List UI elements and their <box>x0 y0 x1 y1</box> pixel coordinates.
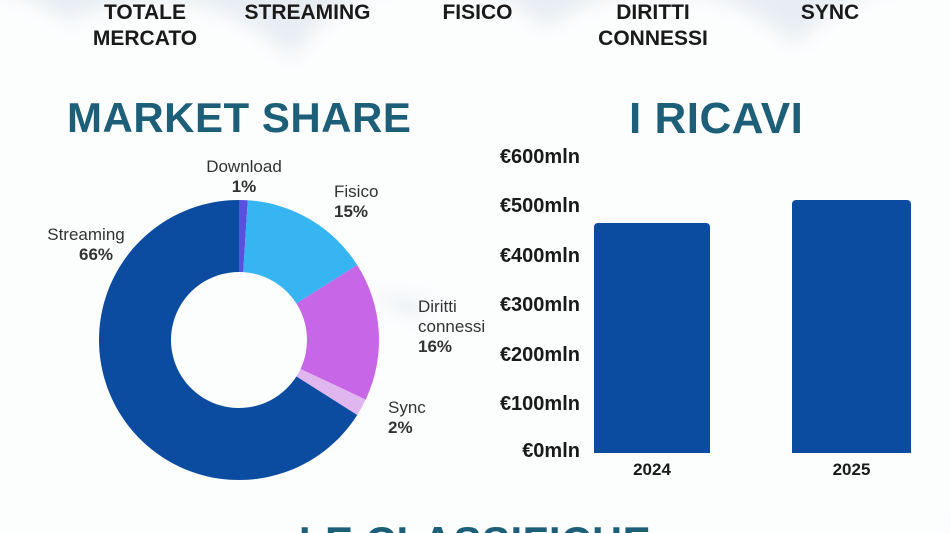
svg-text:Sync: Sync <box>388 398 426 417</box>
svg-text:Download: Download <box>206 157 282 176</box>
svg-text:15%: 15% <box>334 202 368 221</box>
svg-text:66%: 66% <box>79 245 113 264</box>
svg-text:Diritti: Diritti <box>418 297 457 316</box>
svg-text:16%: 16% <box>418 337 452 356</box>
svg-text:Streaming: Streaming <box>47 225 124 244</box>
svg-text:Fisico: Fisico <box>334 182 378 201</box>
svg-text:2%: 2% <box>388 418 413 437</box>
svg-text:1%: 1% <box>232 177 257 196</box>
svg-text:connessi: connessi <box>418 317 485 336</box>
